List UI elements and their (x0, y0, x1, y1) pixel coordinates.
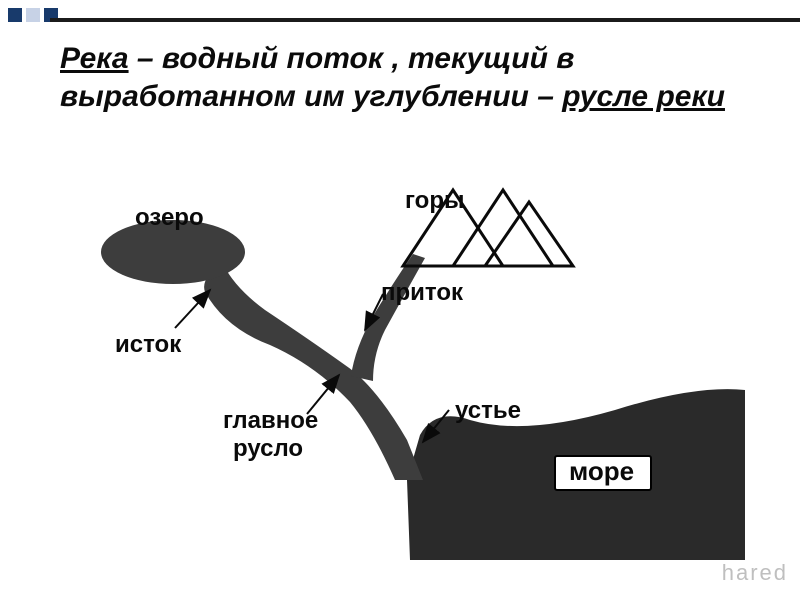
label-tributary: приток (381, 279, 464, 306)
label-lake: озеро (135, 204, 204, 231)
deco-sq-2 (26, 8, 40, 22)
diagram-svg: озеро горы приток исток главное русло ус… (55, 180, 745, 560)
watermark-text: hared (722, 560, 788, 586)
definition-heading: Река – водный поток , текущий в выработа… (60, 40, 780, 117)
source-arrow (175, 290, 210, 328)
label-mountains: горы (405, 187, 465, 214)
top-divider (50, 18, 800, 22)
term-river: Река (60, 42, 129, 75)
tributary-shape (351, 254, 425, 381)
term-riverbed: русле реки (562, 80, 725, 113)
label-main-2: русло (233, 435, 303, 462)
deco-sq-1 (8, 8, 22, 22)
label-sea: море (569, 456, 634, 486)
river-diagram: озеро горы приток исток главное русло ус… (55, 180, 745, 560)
label-main-1: главное (223, 407, 318, 434)
slide-frame: Река – водный поток , текущий в выработа… (0, 0, 800, 600)
label-mouth: устье (455, 397, 521, 424)
definition-text: – водный поток , текущий в выработанном … (60, 42, 574, 113)
label-source: исток (115, 331, 182, 358)
